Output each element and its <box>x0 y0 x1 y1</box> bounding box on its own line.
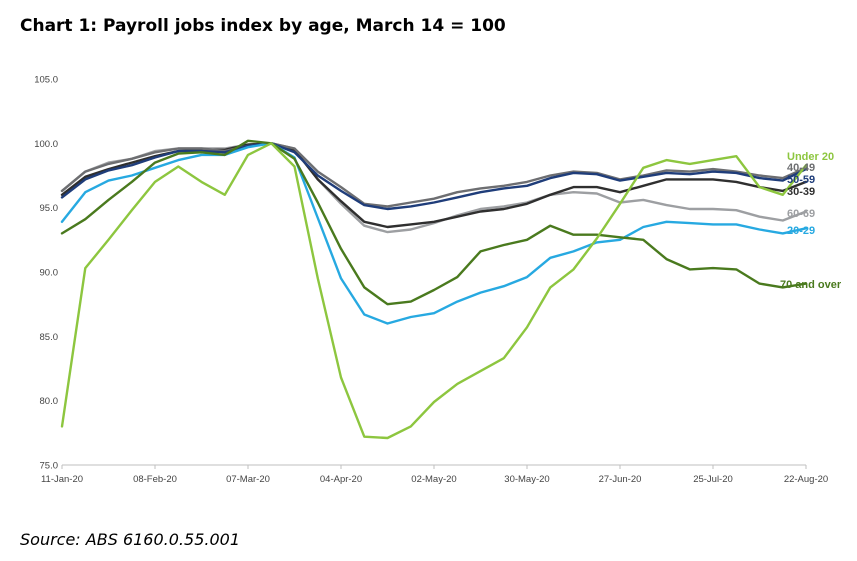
series-label-70-and-over: 70 and over <box>780 279 842 291</box>
series-label-under-20: Under 20 <box>787 151 834 163</box>
series-lines <box>60 139 808 440</box>
x-tick-label: 07-Mar-20 <box>226 474 270 485</box>
y-tick-label: 105.0 <box>34 75 58 86</box>
series-line-50-59 <box>60 142 808 211</box>
series-label-30-39: 30-39 <box>787 186 815 198</box>
chart-title: Chart 1: Payroll jobs index by age, Marc… <box>20 16 506 36</box>
series-label-60-69: 60-69 <box>787 208 815 220</box>
x-tick-label: 04-Apr-20 <box>320 474 362 485</box>
series-line-40-49 <box>60 142 808 208</box>
y-tick-label: 80.0 <box>40 396 59 407</box>
series-label-40-49: 40-49 <box>787 162 815 174</box>
series-label-50-59: 50-59 <box>787 174 815 186</box>
x-tick-label: 27-Jun-20 <box>599 474 642 485</box>
x-tick-label: 02-May-20 <box>411 474 456 485</box>
y-tick-label: 95.0 <box>40 203 59 214</box>
y-tick-label: 85.0 <box>40 332 59 343</box>
y-tick-label: 100.0 <box>34 139 58 150</box>
x-tick-label: 11-Jan-20 <box>41 474 83 485</box>
series-line-70-and-over <box>60 139 808 306</box>
y-tick-label: 75.0 <box>40 461 59 472</box>
y-tick-label: 90.0 <box>40 268 59 279</box>
series-line-20-29 <box>60 142 808 325</box>
x-tick-label: 25-Jul-20 <box>693 474 733 485</box>
x-tick-label: 30-May-20 <box>504 474 549 485</box>
series-line-under-20 <box>60 142 808 440</box>
x-tick-label: 22-Aug-20 <box>784 474 828 485</box>
source-note: Source: ABS 6160.0.55.001 <box>20 530 240 549</box>
series-label-20-29: 20-29 <box>787 225 815 237</box>
x-tick-label: 08-Feb-20 <box>133 474 177 485</box>
chart-axes: 105.0 100.0 95.0 90.0 85.0 80.0 75.0 11-Jan-20 0… <box>34 75 828 486</box>
